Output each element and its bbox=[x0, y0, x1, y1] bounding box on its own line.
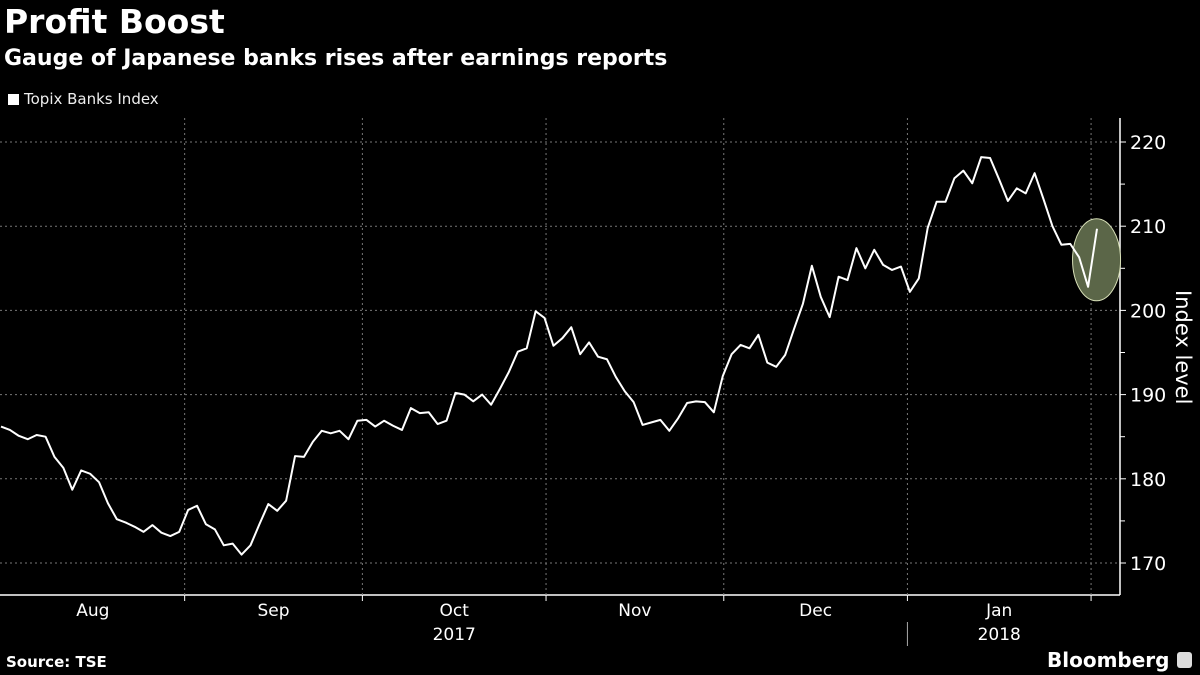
brand-text: Bloomberg bbox=[1047, 648, 1170, 672]
x-tick-label: Dec bbox=[799, 601, 832, 621]
year-label: 2018 bbox=[978, 625, 1021, 645]
y-tick-label: 170 bbox=[1130, 553, 1166, 575]
chart-subtitle: Gauge of Japanese banks rises after earn… bbox=[4, 46, 668, 71]
y-tick-label: 220 bbox=[1130, 132, 1166, 154]
x-tick-label: Jan bbox=[985, 601, 1012, 621]
y-axis-label: Index level bbox=[1171, 290, 1195, 404]
bloomberg-chart-icon bbox=[1177, 652, 1193, 668]
x-tick-label: Aug bbox=[76, 601, 109, 621]
y-tick-label: 210 bbox=[1130, 216, 1166, 238]
legend-label: Topix Banks Index bbox=[24, 90, 159, 108]
year-label: 2017 bbox=[433, 625, 476, 645]
y-tick-label: 190 bbox=[1130, 385, 1166, 407]
legend: Topix Banks Index bbox=[8, 90, 159, 108]
chart-title: Profit Boost bbox=[4, 2, 225, 41]
x-tick-label: Sep bbox=[257, 601, 289, 621]
bloomberg-logo: Bloomberg bbox=[1047, 648, 1193, 672]
y-tick-label: 180 bbox=[1130, 469, 1166, 491]
x-tick-label: Nov bbox=[618, 601, 651, 621]
legend-swatch bbox=[8, 93, 19, 105]
series-line-topix-banks bbox=[0, 156, 1098, 556]
x-tick-label: Oct bbox=[440, 601, 470, 621]
y-tick-label: 200 bbox=[1130, 300, 1166, 322]
source-note: Source: TSE bbox=[6, 653, 107, 671]
highlight-ellipse bbox=[1072, 218, 1122, 302]
